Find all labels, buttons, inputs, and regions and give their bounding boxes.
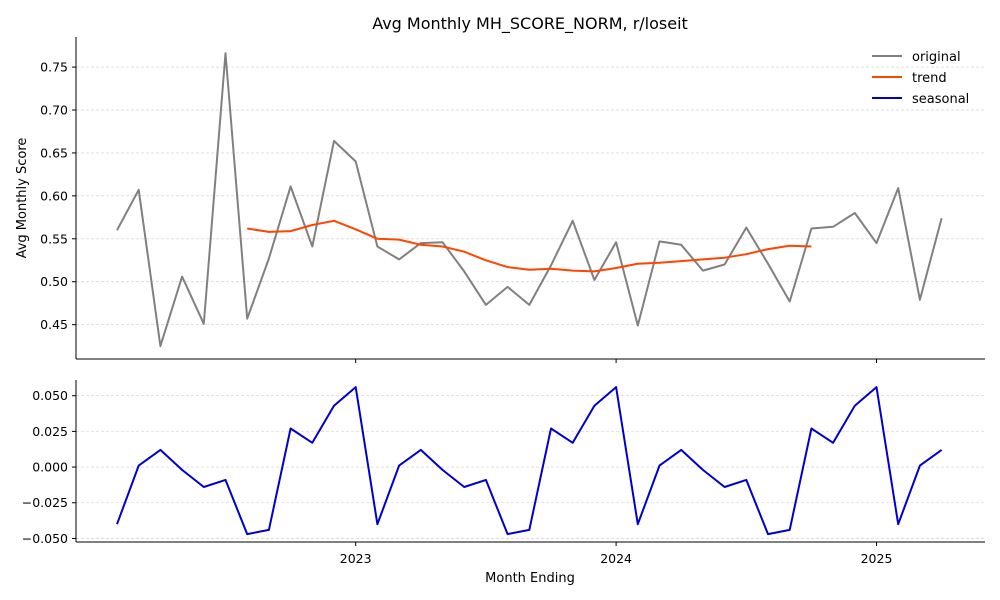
x-axis-title: Month Ending [485, 571, 575, 586]
x-tick-label: 2024 [600, 551, 632, 566]
top-x-ticks [355, 359, 877, 363]
bottom-lines [116, 386, 943, 536]
bottom-axes: 0.050 0.025 0.000 −0.025 −0.050 2023 2024 2025… [22, 380, 985, 586]
bottom-x-ticks: 2023 2024 2025 [340, 542, 893, 566]
top-y-tick-label: 0.65 [40, 145, 68, 160]
series-line-trend [247, 219, 812, 273]
legend-label-trend: trend [912, 71, 947, 86]
chart-title: Avg Monthly MH_SCORE_NORM, r/loseit [372, 14, 688, 34]
bottom-y-tick-label: −0.025 [22, 495, 68, 510]
top-y-tick-label: 0.50 [40, 274, 68, 289]
top-y-tick-label: 0.45 [40, 317, 68, 332]
top-y-tick-label: 0.75 [40, 60, 68, 75]
top-y-tick-label: 0.55 [40, 231, 68, 246]
top-grid [76, 66, 985, 325]
x-tick-label: 2023 [340, 551, 372, 566]
top-y-tick-label: 0.60 [40, 188, 68, 203]
top-lines [116, 52, 943, 348]
bottom-y-tick-label: 0.000 [32, 460, 68, 475]
series-line-original [116, 52, 943, 348]
legend: original trend seasonal [872, 50, 969, 107]
top-y-ticks: 0.45 0.50 0.55 0.60 0.65 0.70 0.75 [40, 60, 76, 332]
bottom-grid [76, 395, 985, 539]
bottom-y-ticks: 0.050 0.025 0.000 −0.025 −0.050 [22, 388, 76, 546]
y-axis-title: Avg Monthly Score [15, 138, 30, 259]
x-tick-label: 2025 [861, 551, 893, 566]
legend-label-seasonal: seasonal [912, 92, 969, 107]
top-y-tick-label: 0.70 [40, 102, 68, 117]
top-axes: Avg Monthly MH_SCORE_NORM, r/loseit 0.45… [15, 14, 985, 363]
bottom-y-tick-label: 0.050 [32, 388, 68, 403]
legend-label-original: original [912, 50, 961, 65]
bottom-y-tick-label: −0.050 [22, 531, 68, 546]
bottom-y-tick-label: 0.025 [32, 424, 68, 439]
series-line-seasonal [116, 386, 943, 536]
